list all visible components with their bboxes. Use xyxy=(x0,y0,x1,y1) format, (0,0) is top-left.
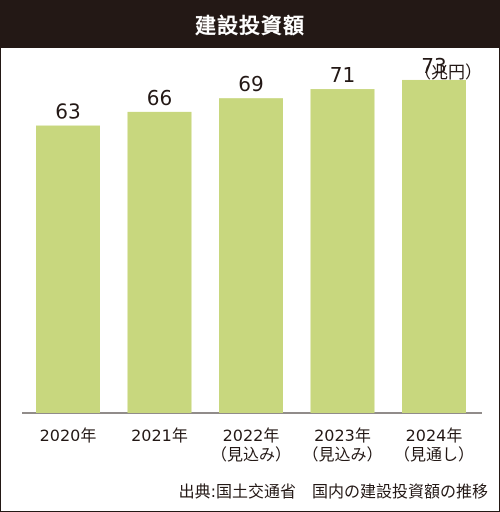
bar-2 xyxy=(219,98,283,413)
data-label-2: 69 xyxy=(238,72,263,96)
bar-3 xyxy=(310,89,375,413)
category-label-4-sub: （見通し） xyxy=(394,445,474,464)
chart-title: 建設投資額 xyxy=(195,13,305,38)
category-label-2-sub: （見込み） xyxy=(211,445,291,464)
category-label-4: 2024年 xyxy=(406,426,463,445)
category-label-0: 2020年 xyxy=(40,426,97,445)
source-note: 出典:国土交通省 国内の建設投資額の推移 xyxy=(178,482,488,501)
data-label-3: 71 xyxy=(330,63,355,87)
data-label-0: 63 xyxy=(55,100,80,124)
bar-4 xyxy=(402,79,466,413)
data-label-4: 73 xyxy=(421,54,446,78)
title-bar: 建設投資額 xyxy=(1,1,499,48)
unit-label: （兆円） xyxy=(414,63,482,83)
category-label-3: 2023年 xyxy=(314,426,371,445)
category-label-2: 2022年 xyxy=(223,426,280,445)
data-label-1: 66 xyxy=(147,86,172,110)
bar-0 xyxy=(36,125,100,413)
category-label-1: 2021年 xyxy=(131,426,188,445)
category-label-3-sub: （見込み） xyxy=(302,445,382,464)
bar-1 xyxy=(127,111,192,413)
